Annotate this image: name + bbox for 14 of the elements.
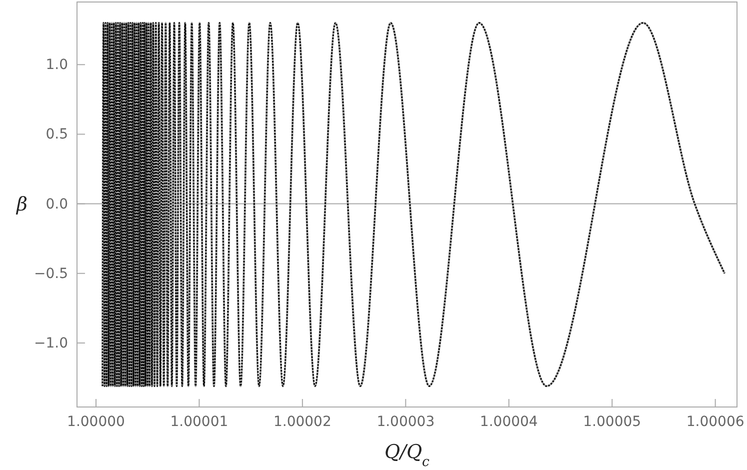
y-tick-label: −1.0: [34, 335, 68, 352]
y-tick-label: −0.5: [34, 266, 68, 282]
x-tick-label: 1.00003: [376, 414, 435, 430]
x-tick-label: 1.00002: [273, 414, 332, 430]
x-tick-label: 1.00000: [67, 414, 125, 430]
x-tick-label: 1.00005: [583, 414, 642, 430]
x-tick-label: 1.00004: [480, 414, 538, 430]
x-tick-label: 1.00006: [686, 414, 744, 430]
x-axis-title: Q/Q$_{c}$: [384, 441, 430, 470]
y-axis-title: β: [16, 194, 28, 216]
y-tick-label: 0.5: [46, 126, 68, 143]
y-tick-label: 0.0: [46, 196, 68, 212]
y-tick-label: 1.0: [46, 57, 68, 74]
x-tick-label: 1.00001: [170, 414, 228, 430]
